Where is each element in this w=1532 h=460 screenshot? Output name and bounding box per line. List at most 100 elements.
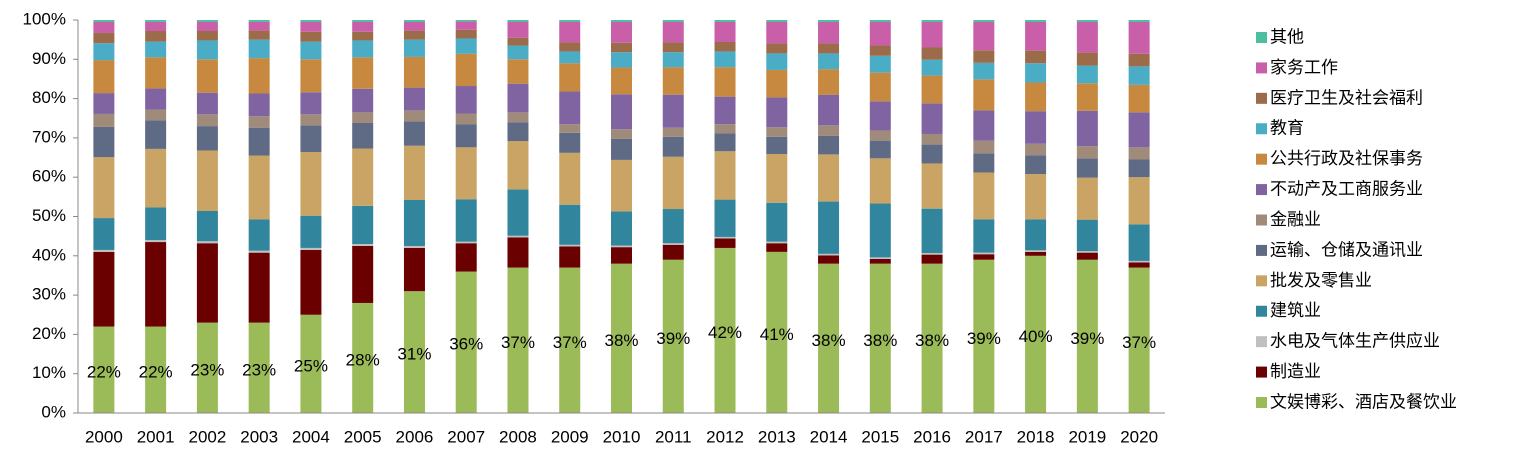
bar-segment <box>455 86 477 114</box>
legend-swatch <box>1256 397 1267 408</box>
bar-segment <box>662 67 684 95</box>
x-tick-label: 2004 <box>292 427 330 446</box>
bar-segment <box>921 263 943 413</box>
bar-segment <box>507 21 529 38</box>
bar-segment <box>300 125 322 153</box>
legend-label: 公共行政及社保事务 <box>1270 149 1423 168</box>
bar-segment <box>455 29 477 39</box>
legend-label: 教育 <box>1270 119 1304 138</box>
bar-segment <box>714 236 736 239</box>
bar-segment <box>145 120 167 149</box>
bar-segment <box>403 87 425 111</box>
data-label: 41% <box>760 325 794 344</box>
bar-segment <box>93 249 115 252</box>
bar-segment <box>611 247 632 264</box>
bar-segment <box>1128 224 1150 261</box>
bar-segment <box>352 31 374 41</box>
bar-segment <box>93 251 115 327</box>
bar-segment <box>248 127 270 156</box>
bar-segment <box>818 21 840 44</box>
bar-segment <box>507 237 529 268</box>
bar-segment <box>921 21 943 48</box>
bar-segment <box>973 50 995 63</box>
legend-swatch <box>1256 123 1267 135</box>
bar-segment <box>818 135 840 155</box>
bar-segment <box>662 156 684 210</box>
bar-segment <box>196 92 218 115</box>
bar-segment <box>455 124 477 148</box>
x-tick-label: 2002 <box>188 427 226 446</box>
bar-segment <box>300 152 322 216</box>
bar-segment <box>1025 155 1047 175</box>
bar-segment <box>973 259 995 413</box>
data-label: 22% <box>139 362 173 381</box>
x-tick-label: 2007 <box>447 427 485 446</box>
bar-segment <box>1076 20 1098 22</box>
legend-swatch <box>1256 153 1267 165</box>
bar-segment <box>403 39 425 57</box>
bar-segment <box>818 43 840 54</box>
bar-segment <box>559 204 581 245</box>
bar-segment <box>352 20 374 22</box>
bar-segment <box>559 132 581 153</box>
legend-label: 其他 <box>1270 27 1304 46</box>
bar-segment <box>1025 50 1047 64</box>
legend-label: 建筑业 <box>1270 301 1321 320</box>
bar-segment <box>93 93 115 114</box>
data-label: 37% <box>553 333 587 352</box>
bar-segment <box>662 94 684 128</box>
legend-label: 批发及零售业 <box>1270 271 1372 290</box>
bar-segment <box>507 122 529 142</box>
bar-segment <box>145 41 167 58</box>
legend-label: 医疗卫生及社会福利 <box>1270 88 1423 107</box>
y-tick-label: 20% <box>32 324 66 343</box>
bar-segment <box>973 79 995 111</box>
bar-segment <box>93 21 115 33</box>
bar-segment <box>352 21 374 32</box>
bar-segment <box>403 245 425 248</box>
legend-label: 文娱博彩、酒店及餐饮业 <box>1270 392 1457 411</box>
x-tick-label: 2012 <box>706 427 744 446</box>
bar-segment <box>1025 250 1047 252</box>
legend-swatch <box>1256 184 1267 196</box>
bar-segment <box>93 126 115 158</box>
bar-segment <box>248 30 270 40</box>
bar-segment <box>714 42 736 52</box>
bar-segment <box>1025 63 1047 83</box>
bar-segment <box>921 103 943 134</box>
bar-segment <box>766 241 788 244</box>
bar-segment <box>869 55 891 73</box>
bar-segment <box>1076 52 1098 66</box>
bar-segment <box>869 72 891 102</box>
legend-swatch <box>1256 275 1267 287</box>
data-label: 31% <box>397 345 431 364</box>
bar-segment <box>352 148 374 206</box>
bar-segment <box>507 20 529 22</box>
bar-segment <box>248 250 270 253</box>
bar-segment <box>973 110 995 141</box>
bar-segment <box>1076 177 1098 220</box>
bar-segment <box>93 32 115 44</box>
bar-segment <box>507 45 529 60</box>
legend-label: 不动产及工商服务业 <box>1270 180 1423 199</box>
bar-segment <box>196 322 218 413</box>
bar-segment <box>455 21 477 30</box>
data-label: 36% <box>449 335 483 354</box>
bar-segment <box>403 291 425 413</box>
bar-segment <box>196 126 218 151</box>
bar-segment <box>559 244 581 247</box>
bar-segment <box>300 215 322 248</box>
bar-segment <box>455 113 477 125</box>
legend-swatch <box>1256 244 1267 256</box>
bar-segment <box>300 59 322 93</box>
bar-segment <box>973 153 995 173</box>
bar-segment <box>248 39 270 59</box>
bar-segment <box>662 20 684 22</box>
bar-segment <box>507 189 529 236</box>
bar-segment <box>1128 159 1150 178</box>
bar-segment <box>662 243 684 245</box>
data-label: 39% <box>967 329 1001 348</box>
bar-segment <box>1128 267 1150 413</box>
bar-segment <box>196 241 218 244</box>
x-tick-label: 2019 <box>1068 427 1106 446</box>
